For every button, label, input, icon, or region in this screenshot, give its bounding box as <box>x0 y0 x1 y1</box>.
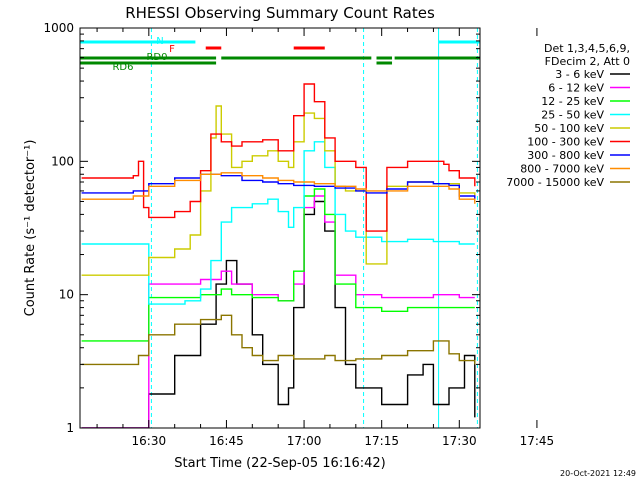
y-tick-label-2: 100 <box>51 154 74 168</box>
legend-label-3: 25 - 50 keV <box>541 109 604 122</box>
plot-frame <box>79 27 481 429</box>
legend-label-0: 3 - 6 keV <box>555 68 604 81</box>
plot-area <box>80 28 480 428</box>
status-bar-label-f: F <box>169 44 175 55</box>
series-line-2 <box>81 188 475 342</box>
x-tick-label-1: 16:45 <box>209 434 244 448</box>
series-line-7 <box>81 172 476 204</box>
legend-label-1: 6 - 12 keV <box>548 82 604 95</box>
footer-timestamp: 20-Oct-2021 12:49 <box>560 469 636 478</box>
legend: Det 1,3,4,5,6,9,FDecim 2, Att 03 - 6 keV… <box>506 42 630 189</box>
legend-header-1: FDecim 2, Att 0 <box>545 55 630 68</box>
series-line-5 <box>81 83 476 232</box>
y-tick-label-3: 1000 <box>43 21 74 35</box>
legend-label-8: 7000 - 15000 keV <box>506 176 604 189</box>
y-tick-label-1: 10 <box>59 288 74 302</box>
series-line-3 <box>81 141 475 305</box>
legend-label-6: 300 - 800 keV <box>527 149 604 162</box>
y-axis-label: Count Rate (s⁻¹ detector⁻¹) <box>23 140 38 317</box>
legend-label-7: 800 - 7000 keV <box>520 163 604 176</box>
x-tick-label-2: 17:00 <box>287 434 322 448</box>
status-bar-label-rd6: RD6 <box>112 62 133 73</box>
x-axis-label: Start Time (22-Sep-05 16:16:42) <box>174 456 385 471</box>
series-line-8 <box>81 314 476 366</box>
x-tick-label-3: 17:15 <box>364 434 399 448</box>
legend-label-4: 50 - 100 keV <box>534 122 604 135</box>
series-line-6 <box>81 173 476 202</box>
x-tick-label-4: 17:30 <box>442 434 477 448</box>
plot-inner <box>80 28 480 428</box>
status-bar-label-n: N <box>156 36 163 47</box>
legend-label-2: 12 - 25 keV <box>541 95 604 108</box>
x-tick-label-5: 17:45 <box>520 434 555 448</box>
legend-label-5: 100 - 300 keV <box>527 136 604 149</box>
status-bar-label-rd0: RD0 <box>146 52 167 63</box>
legend-header-0: Det 1,3,4,5,6,9, <box>544 42 630 55</box>
y-tick-label-0: 1 <box>66 421 74 435</box>
x-tick-label-0: 16:30 <box>132 434 167 448</box>
chart-title: RHESSI Observing Summary Count Rates <box>125 4 435 22</box>
